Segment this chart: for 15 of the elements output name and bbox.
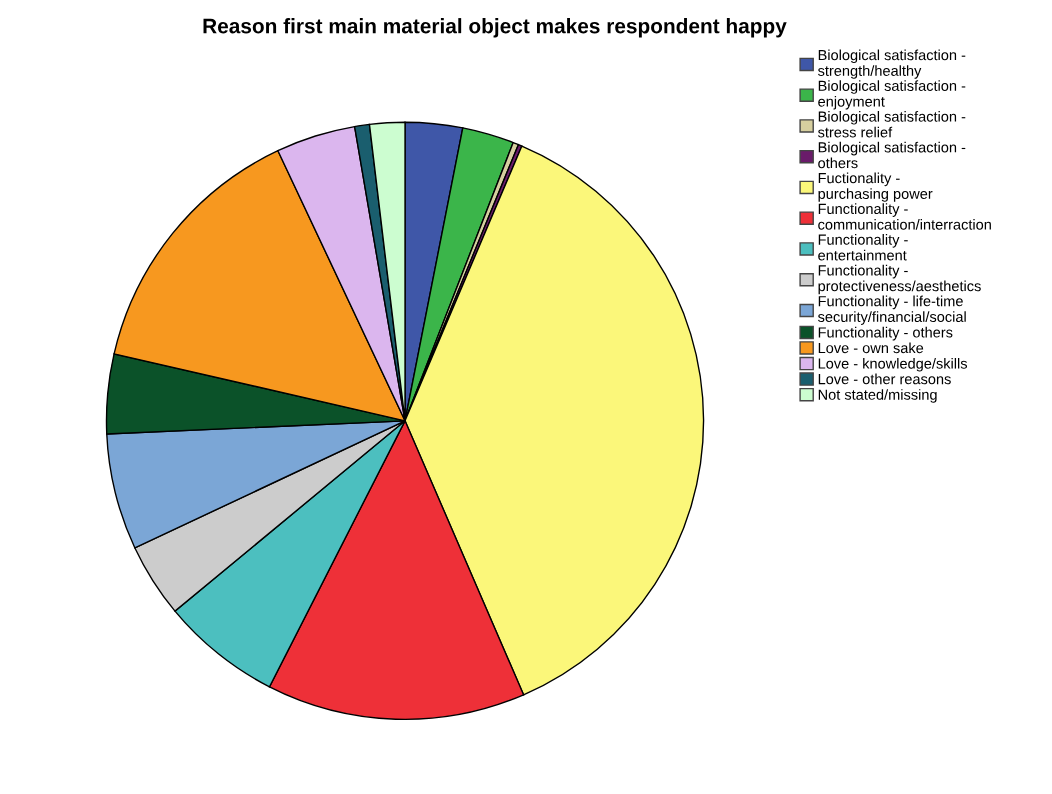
legend-label: Functionality - life-time security/financial/social xyxy=(818,295,966,325)
legend-label: Love - knowledge/skills xyxy=(818,358,968,372)
legend-label: Not stated/missing xyxy=(818,389,937,403)
legend-label: Functionality - communication/interraction xyxy=(818,203,991,230)
chart-title: Reason first main material object makes respondent happy xyxy=(203,18,787,38)
legend-label: Love - other reasons xyxy=(818,373,951,385)
legend-label: Fuctionality - purchasing power xyxy=(818,172,933,202)
legend-label: Functionality - protectiveness/aesthetics xyxy=(818,264,981,295)
legend-label: Biological satisfaction - strength/healthy xyxy=(818,49,966,79)
legend-label: Love - own sake xyxy=(818,342,924,354)
legend-label: Biological satisfaction - stress relief xyxy=(818,111,966,138)
legend-label: Biological satisfaction - enjoyment xyxy=(818,80,966,110)
legend-label: Functionality - others xyxy=(818,326,953,341)
legend-label: Biological satisfaction - others xyxy=(818,141,966,169)
legend-label: Functionality - entertainment xyxy=(818,234,908,261)
